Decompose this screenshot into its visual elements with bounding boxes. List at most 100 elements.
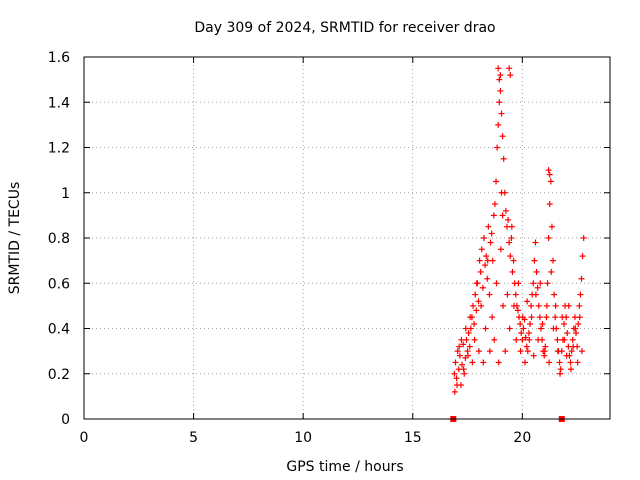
- data-point: [546, 359, 553, 366]
- data-point: [506, 239, 513, 246]
- data-point: [462, 325, 469, 332]
- x-tick-label: 20: [513, 430, 531, 446]
- data-point: [479, 284, 486, 291]
- data-point: [517, 348, 524, 355]
- data-point: [514, 307, 521, 314]
- data-point: [487, 239, 494, 246]
- data-point: [543, 302, 550, 309]
- data-point: [510, 257, 517, 264]
- data-point: [473, 307, 480, 314]
- data-point: [567, 366, 574, 373]
- data-point: [451, 370, 458, 377]
- data-point: [471, 336, 478, 343]
- data-point: [509, 268, 516, 275]
- data-point: [557, 370, 564, 377]
- grid: [84, 57, 610, 419]
- data-point: [508, 223, 515, 230]
- data-point: [495, 359, 502, 366]
- data-point: [525, 330, 532, 337]
- data-point: [523, 343, 530, 350]
- data-point: [574, 359, 581, 366]
- y-tick-label: 0.2: [48, 367, 70, 383]
- data-point: [502, 348, 509, 355]
- data-point: [513, 336, 520, 343]
- data-point: [522, 334, 529, 341]
- data-point: [579, 253, 586, 260]
- data-point: [496, 99, 503, 106]
- data-point: [469, 359, 476, 366]
- data-point: [552, 314, 559, 321]
- data-point: [554, 336, 561, 343]
- data-point: [524, 348, 531, 355]
- data-point: [539, 320, 546, 327]
- x-axis-label: GPS time / hours: [286, 459, 403, 475]
- x-tick-label: 0: [80, 430, 89, 446]
- data-point: [526, 336, 533, 343]
- data-point: [486, 291, 493, 298]
- data-point: [535, 302, 542, 309]
- data-point: [577, 291, 584, 298]
- data-point: [460, 366, 467, 373]
- data-point: [544, 280, 551, 287]
- data-point: [528, 302, 535, 309]
- data-point: [556, 359, 563, 366]
- data-point: [534, 284, 541, 291]
- data-point: [478, 302, 485, 309]
- data-point: [495, 65, 502, 72]
- data-point: [489, 257, 496, 264]
- y-tick-label: 0.6: [48, 276, 70, 292]
- data-point: [504, 291, 511, 298]
- data-point: [545, 235, 552, 241]
- data-points: [450, 65, 587, 422]
- data-point: [488, 230, 495, 237]
- data-point: [470, 302, 477, 309]
- y-tick-label: 1.4: [48, 95, 70, 111]
- data-point: [524, 298, 531, 305]
- data-point: [497, 246, 504, 253]
- data-point: [482, 262, 489, 269]
- data-point: [476, 257, 483, 264]
- data-point: [532, 239, 539, 246]
- x-tick-label: 5: [189, 430, 198, 446]
- data-point: [477, 268, 484, 275]
- data-point: [557, 366, 564, 373]
- data-point: [506, 65, 513, 72]
- data-point: [563, 352, 570, 359]
- data-point: [493, 178, 500, 185]
- data-point: [478, 246, 485, 253]
- data-point: [568, 348, 575, 355]
- data-point: [463, 336, 470, 343]
- y-tick-label: 0: [61, 412, 70, 428]
- data-point: [530, 352, 537, 359]
- x-tick-label: 10: [294, 430, 312, 446]
- data-point: [552, 302, 559, 309]
- data-point: [500, 155, 507, 162]
- y-axis-label: SRMTID / TECUs: [7, 182, 23, 295]
- data-point: [454, 382, 461, 389]
- data-point: [491, 336, 498, 343]
- data-point: [518, 330, 525, 337]
- data-point: [580, 235, 587, 241]
- data-point: [542, 343, 549, 350]
- data-point: [578, 348, 585, 355]
- data-point: [548, 223, 555, 230]
- data-point: [467, 314, 474, 321]
- data-point: [456, 343, 463, 350]
- data-point: [548, 268, 555, 275]
- y-tick-label: 1.2: [48, 141, 70, 157]
- axis-ticks: 0 5 10 15 20 0 0.2 0.4 0.6 0.8 1 1.2 1.4 1.6: [48, 50, 610, 446]
- data-point: [483, 253, 490, 260]
- data-point: [573, 330, 580, 337]
- data-point: [500, 302, 507, 309]
- data-point: [494, 144, 501, 151]
- data-point: [511, 302, 518, 309]
- data-point: [527, 320, 534, 327]
- data-point: [464, 352, 471, 359]
- data-point: [550, 325, 557, 332]
- data-point: [569, 336, 576, 343]
- data-point: [519, 336, 526, 343]
- data-point: [570, 343, 577, 350]
- data-point: [564, 330, 571, 337]
- data-point: [507, 72, 514, 79]
- data-point: [467, 325, 474, 332]
